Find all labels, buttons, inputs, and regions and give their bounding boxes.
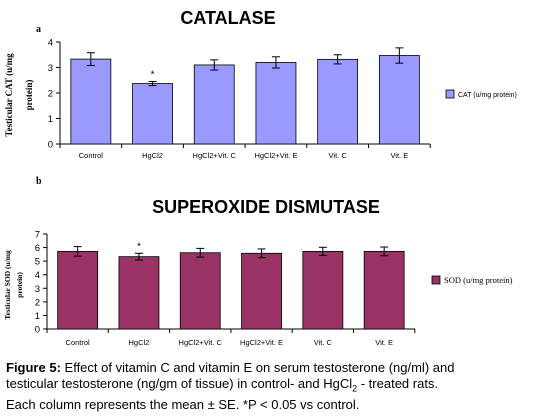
x-tick-label: HgCl2+Vit. E [254, 151, 297, 160]
x-tick-label: HgCl2+Vit. C [179, 338, 223, 347]
bar [193, 64, 235, 145]
y-tick-label: 7 [35, 230, 40, 241]
caption-line2a: testicular testosterone (ng/gm of tissue… [6, 376, 353, 391]
bar [57, 250, 99, 330]
bar [363, 250, 405, 330]
x-tick-label: Control [79, 151, 104, 160]
panel-letter: b [36, 176, 42, 187]
y-tick-label: 4 [48, 38, 53, 49]
caption-line2-subscript: 2 [352, 383, 358, 394]
bar [118, 256, 160, 330]
x-tick-label: HgCl2+Vit. C [193, 151, 237, 160]
chart-title: CATALASE [180, 8, 275, 28]
significance-marker: * [151, 70, 155, 81]
bar [317, 58, 359, 145]
y-tick-label: 3 [48, 63, 53, 74]
bar [378, 55, 420, 145]
y-tick-label: 1 [48, 114, 53, 125]
panel-letter: a [36, 24, 41, 35]
y-tick-label: 4 [35, 270, 40, 281]
legend-swatch [445, 89, 455, 99]
y-tick-label: 0 [35, 325, 40, 336]
y-axis-label-line1: Testicular CAT (u/mg [4, 53, 14, 137]
x-tick-label: Vit. E [375, 338, 393, 347]
legend-swatch [431, 275, 441, 285]
legend-label: CAT (u/mg protein) [458, 92, 517, 99]
x-tick-label: HgCl2+Vit. E [240, 338, 283, 347]
y-tick-label: 2 [48, 89, 53, 100]
bar [255, 62, 297, 145]
x-tick-label: Control [66, 338, 91, 347]
significance-marker: * [137, 241, 141, 252]
y-axis-label-line2: protein) [15, 272, 24, 298]
x-tick-label: Vit. E [390, 151, 408, 160]
figure-caption: Figure 5: Effect of vitamin C and vitami… [6, 360, 532, 413]
x-tick-label: Vit. C [329, 151, 348, 160]
y-axis-label-line1: Testicular SOD (u/mg [3, 250, 12, 320]
x-tick-label: Vit. C [314, 338, 333, 347]
bar [241, 252, 282, 330]
caption-line1: Effect of vitamin C and vitamin E on ser… [60, 360, 455, 375]
x-tick-label: HgCl2 [142, 151, 163, 160]
caption-line3: Each column represents the mean ± SE. *P… [6, 396, 360, 412]
y-tick-label: 3 [35, 284, 40, 295]
y-tick-label: 1 [35, 311, 40, 322]
chart-panel-catalase: CATALASE a Testicular CAT (u/mg protein) 0 1 2… [4, 8, 517, 160]
x-tick-label: HgCl2 [129, 338, 150, 347]
bar [70, 58, 112, 145]
y-axis-label-line2: protein) [24, 80, 34, 111]
chart-title: SUPEROXIDE DISMUTASE [152, 197, 380, 217]
y-tick-label: 5 [35, 257, 40, 268]
y-tick-label: 0 [48, 140, 53, 151]
y-tick-label: 2 [35, 297, 40, 308]
bar [302, 250, 344, 330]
caption-label: Figure 5: [6, 360, 61, 375]
chart-panel-sod: SUPEROXIDE DISMUTASE b Testicular SOD (u/m… [3, 176, 513, 347]
legend-label: SOD (u/mg protein) [444, 275, 513, 285]
figure: CATALASE a Testicular CAT (u/mg protein) 0 1 2… [3, 8, 517, 347]
caption-line2b: - treated rats. [357, 376, 439, 391]
y-tick-label: 6 [35, 243, 40, 254]
bar [132, 83, 173, 145]
bar [179, 252, 221, 330]
